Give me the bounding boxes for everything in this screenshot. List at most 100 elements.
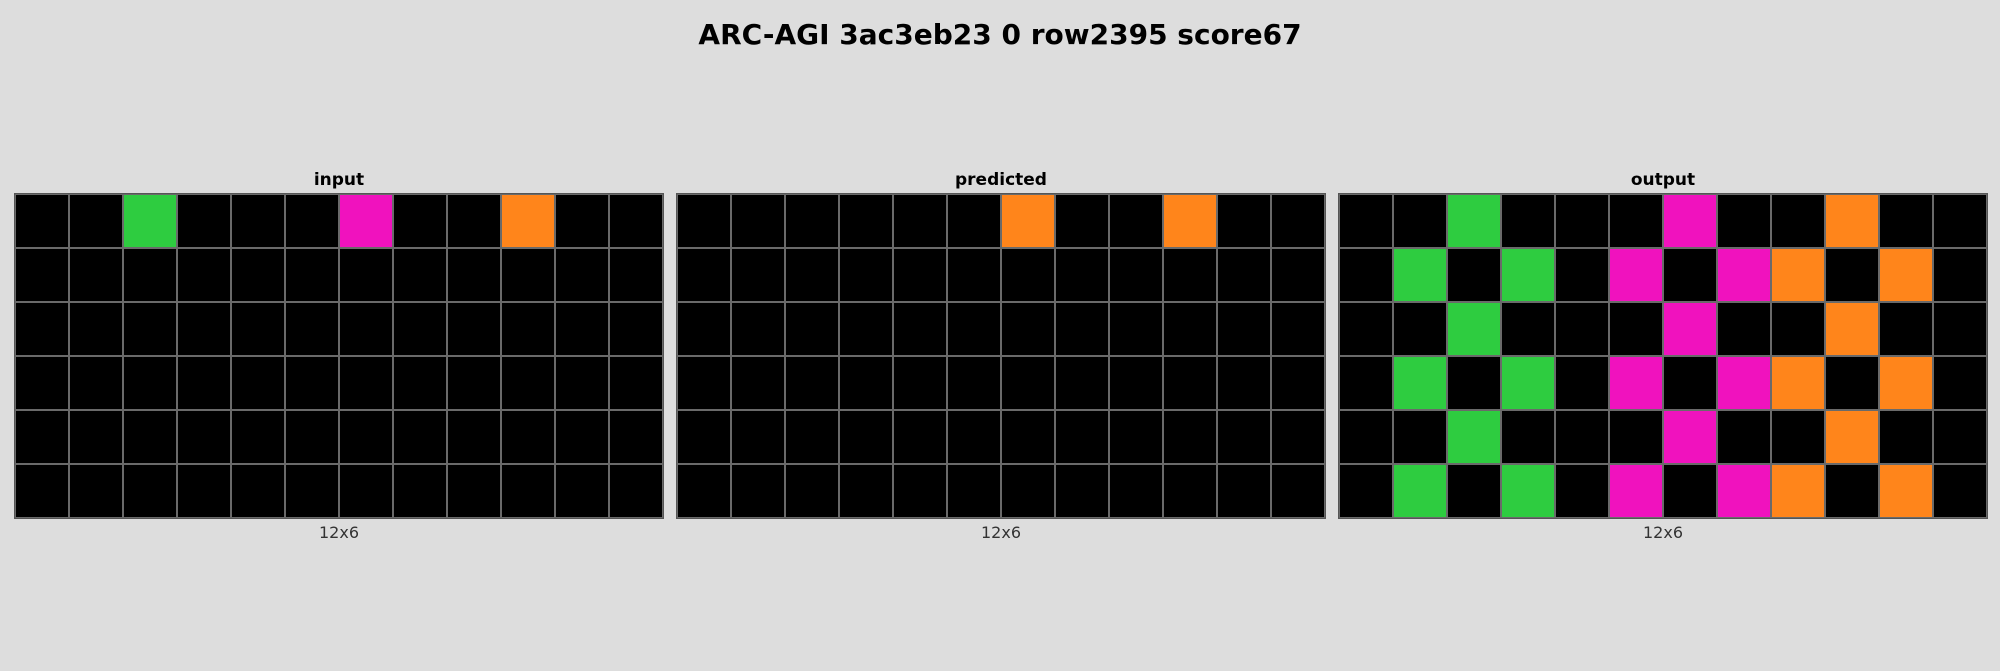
grid-cell [1109, 356, 1163, 410]
grid-cell [177, 302, 231, 356]
grid-cell [69, 410, 123, 464]
grid-cell [609, 356, 663, 410]
grid-cell [1771, 302, 1825, 356]
grid-cell [231, 464, 285, 518]
grid-cell [1825, 302, 1879, 356]
grid-cell [555, 464, 609, 518]
grid-cell [393, 410, 447, 464]
grid-cell [1109, 248, 1163, 302]
grid-cell [947, 464, 1001, 518]
grid-cell [69, 248, 123, 302]
grid-cell [1001, 464, 1055, 518]
grid-cell [1717, 248, 1771, 302]
grid-cell [1879, 302, 1933, 356]
grid-cell [1555, 356, 1609, 410]
grid-cell [1001, 248, 1055, 302]
grid-cell [1663, 302, 1717, 356]
grid-cell [839, 248, 893, 302]
grid-cell [785, 464, 839, 518]
grid-cell [231, 410, 285, 464]
grid-cell [339, 194, 393, 248]
grid-cell [609, 194, 663, 248]
grid-cell [555, 410, 609, 464]
grid-cell [231, 302, 285, 356]
grid-cell [1339, 410, 1393, 464]
grid-cell [231, 248, 285, 302]
grid-cell [1825, 464, 1879, 518]
grid-cell [839, 194, 893, 248]
grid-cell [609, 464, 663, 518]
panel-input: input 12x6 [14, 168, 664, 542]
grid-cell [177, 194, 231, 248]
grid-cell [785, 194, 839, 248]
panel-predicted: predicted 12x6 [676, 168, 1326, 542]
grid-cell [1555, 302, 1609, 356]
grid-cell [15, 410, 69, 464]
grid-cell [1393, 356, 1447, 410]
panel-title-input: input [313, 170, 365, 190]
grid-cell [893, 248, 947, 302]
grid-cell [285, 194, 339, 248]
grid-cell [1555, 248, 1609, 302]
grid-cell [1217, 302, 1271, 356]
grid-cell [123, 194, 177, 248]
grid-cell [609, 302, 663, 356]
grid-cell [231, 356, 285, 410]
grid-cell [339, 356, 393, 410]
grid-cell [1055, 302, 1109, 356]
grid-cell [1609, 248, 1663, 302]
grid-cell [1663, 464, 1717, 518]
grid-cell [731, 464, 785, 518]
grid-cell [123, 248, 177, 302]
panel-output: output 12x6 [1338, 168, 1988, 542]
grid-cell [1217, 410, 1271, 464]
grid-cell [177, 464, 231, 518]
grid-cell [785, 410, 839, 464]
grid-cell [677, 248, 731, 302]
grid-cell [69, 302, 123, 356]
grid-cell [1663, 410, 1717, 464]
grid-cell [1163, 302, 1217, 356]
grid-output [1338, 193, 1988, 519]
grid-cell [609, 410, 663, 464]
grid-cell [15, 464, 69, 518]
grid-cell [1663, 356, 1717, 410]
grid-cell [1609, 410, 1663, 464]
grid-cell [1271, 302, 1325, 356]
grid-cell [1393, 410, 1447, 464]
grid-cell [731, 356, 785, 410]
grid-cell [177, 248, 231, 302]
grid-cell [1717, 194, 1771, 248]
grid-cell [1771, 356, 1825, 410]
grid-cell [1771, 248, 1825, 302]
grid-cell [893, 464, 947, 518]
grid-cell [677, 464, 731, 518]
grid-cell [785, 356, 839, 410]
grid-cell [1609, 356, 1663, 410]
grid-cell [15, 194, 69, 248]
grid-cell [1717, 464, 1771, 518]
grid-cell [1271, 248, 1325, 302]
grid-cell [1501, 356, 1555, 410]
grid-cell [1555, 464, 1609, 518]
grid-cell [501, 464, 555, 518]
grid-cell [1393, 302, 1447, 356]
grid-cell [1879, 410, 1933, 464]
grid-cell [947, 194, 1001, 248]
grid-cell [839, 410, 893, 464]
grid-cell [447, 410, 501, 464]
grid-cell [1825, 410, 1879, 464]
grid-cell [1109, 302, 1163, 356]
grid-cell [1933, 410, 1987, 464]
grid-size-input: 12x6 [318, 523, 359, 542]
grid-cell [1001, 194, 1055, 248]
grid-cell [1393, 194, 1447, 248]
grid-cell [1163, 248, 1217, 302]
grid-cell [677, 356, 731, 410]
grid-cell [393, 464, 447, 518]
grid-cell [1393, 464, 1447, 518]
grid-cell [1055, 464, 1109, 518]
grid-cell [893, 356, 947, 410]
grid-cell [285, 248, 339, 302]
grid-size-output: 12x6 [1642, 523, 1683, 542]
